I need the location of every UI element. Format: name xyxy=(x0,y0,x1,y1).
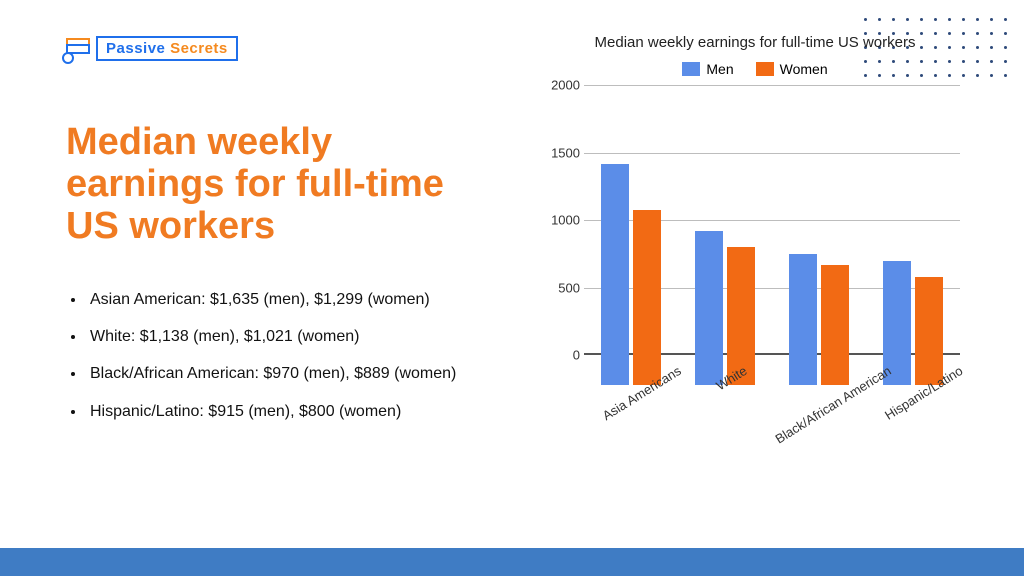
legend-swatch-men xyxy=(682,62,700,76)
x-tick-label: Hispanic/Latino xyxy=(882,363,965,423)
y-tick-label: 0 xyxy=(573,348,580,363)
legend-label-men: Men xyxy=(706,61,733,77)
list-item: White: $1,138 (men), $1,021 (women) xyxy=(86,327,466,346)
legend-label-women: Women xyxy=(780,61,828,77)
legend-item-men: Men xyxy=(682,61,733,77)
bar xyxy=(601,164,629,385)
legend-swatch-women xyxy=(756,62,774,76)
logo-word-2: Secrets xyxy=(170,40,228,57)
x-tick-label: Asia Americans xyxy=(600,363,684,423)
y-tick-label: 500 xyxy=(558,280,580,295)
x-tick-label: White xyxy=(713,363,749,393)
earnings-bullet-list: Asian American: $1,635 (men), $1,299 (wo… xyxy=(86,290,466,439)
y-tick-label: 1500 xyxy=(551,145,580,160)
logo-mark-icon xyxy=(66,38,90,60)
footer-accent-bar xyxy=(0,548,1024,576)
chart-plot-area: 0500100015002000 Asia AmericansWhiteBlac… xyxy=(540,85,960,385)
logo: Passive Secrets xyxy=(66,36,238,61)
chart-y-axis: 0500100015002000 xyxy=(540,85,584,355)
chart-x-axis: Asia AmericansWhiteBlack/African America… xyxy=(584,357,960,457)
list-item: Asian American: $1,635 (men), $1,299 (wo… xyxy=(86,290,466,309)
y-tick-label: 1000 xyxy=(551,213,580,228)
chart-legend: Men Women xyxy=(540,61,970,77)
page-title: Median weekly earnings for full-time US … xyxy=(66,122,466,247)
earnings-bar-chart: Median weekly earnings for full-time US … xyxy=(540,34,970,484)
list-item: Hispanic/Latino: $915 (men), $800 (women… xyxy=(86,402,466,421)
logo-text: Passive Secrets xyxy=(96,36,238,61)
legend-item-women: Women xyxy=(756,61,828,77)
list-item: Black/African American: $970 (men), $889… xyxy=(86,364,466,383)
y-tick-label: 2000 xyxy=(551,78,580,93)
logo-word-1: Passive xyxy=(106,40,165,57)
chart-title: Median weekly earnings for full-time US … xyxy=(540,34,970,51)
chart-bars xyxy=(584,115,960,385)
